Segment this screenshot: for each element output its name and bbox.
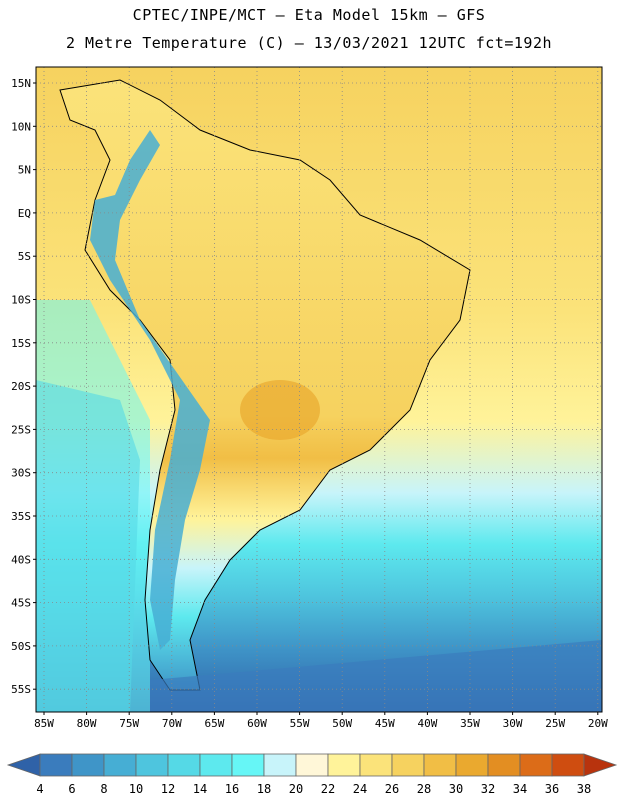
lon-label: 55W [290,717,310,730]
colorbar-right-arrow [583,753,618,777]
lon-label: 45W [375,717,395,730]
colorbar-label: 36 [545,782,559,796]
colorbar-swatch [39,753,73,777]
colorbar-label: 24 [353,782,367,796]
colorbar-swatch [359,753,393,777]
colorbar-label: 16 [225,782,239,796]
lon-label: 40W [417,717,437,730]
lat-label: 25S [11,423,31,436]
colorbar-label: 32 [481,782,495,796]
colorbar-swatch [391,753,425,777]
colorbar-label: 14 [193,782,207,796]
colorbar-label: 6 [68,782,75,796]
lon-label: 75W [119,717,139,730]
lat-label: 10N [11,120,31,133]
lon-label: 20W [588,717,608,730]
colorbar-swatch [231,753,265,777]
lon-label: 60W [247,717,267,730]
warm-pocket [240,380,320,440]
lat-label: 15S [11,337,31,350]
lat-label: 50S [11,640,31,653]
map-subtitle: 2 Metre Temperature (C) – 13/03/2021 12U… [65,34,553,52]
lat-label: EQ [18,207,31,220]
colorbar-label: 28 [417,782,431,796]
lon-label: 30W [503,717,523,730]
colorbar-label: 26 [385,782,399,796]
lon-label: 70W [162,717,182,730]
lat-label: 40S [11,553,31,566]
lat-label: 5S [18,250,31,263]
colorbar-swatch [135,753,169,777]
colorbar-swatch [327,753,361,777]
lat-label: 55S [11,683,31,696]
colorbar-label: 38 [577,782,591,796]
lat-label: 30S [11,467,31,480]
map-field [36,67,602,712]
colorbar-swatch [167,753,201,777]
colorbar-swatch [263,753,297,777]
lon-label: 80W [77,717,97,730]
map-title: CPTEC/INPE/MCT – Eta Model 15km – GFS [132,6,486,24]
colorbar-label: 30 [449,782,463,796]
colorbar-swatch [519,753,553,777]
lon-label: 35W [460,717,480,730]
colorbar-label: 12 [161,782,175,796]
pacific-cold-zone [36,380,140,712]
lat-label: 10S [11,294,31,307]
colorbar-label: 34 [513,782,527,796]
colorbar-swatch [103,753,137,777]
lon-label: 65W [204,717,224,730]
andes-cold-strip [90,130,210,650]
lat-label: 15N [11,77,31,90]
southern-ocean-cold [150,640,602,712]
lat-label: 5N [18,164,31,177]
lat-label: 35S [11,510,31,523]
colorbar-label: 8 [100,782,107,796]
colorbar-swatch [487,753,521,777]
lat-label: 45S [11,597,31,610]
lat-label: 20S [11,380,31,393]
axis-labels: 15N 10N 5N EQ 5S 10S 15S 20S 25S 30S 35S 40S 45S 50S 5… [11,77,608,730]
colorbar-swatch [551,753,585,777]
colorbar-swatch [199,753,233,777]
colorbar-label: 10 [129,782,143,796]
lon-label: 50W [332,717,352,730]
colorbar-label: 20 [289,782,303,796]
colorbar-label: 22 [321,782,335,796]
colorbar-label: 18 [257,782,271,796]
colorbar-label: 4 [36,782,43,796]
colorbar: 4 6 8 10 12 14 16 18 20 22 24 26 28 30 32 34 36 38 [6,753,618,796]
colorbar-swatch [71,753,105,777]
colorbar-swatch [455,753,489,777]
colorbar-left-arrow [6,753,41,777]
colorbar-swatch [295,753,329,777]
lon-label: 25W [545,717,565,730]
colorbar-swatch [423,753,457,777]
lon-label: 85W [34,717,54,730]
map-frame [35,66,603,713]
